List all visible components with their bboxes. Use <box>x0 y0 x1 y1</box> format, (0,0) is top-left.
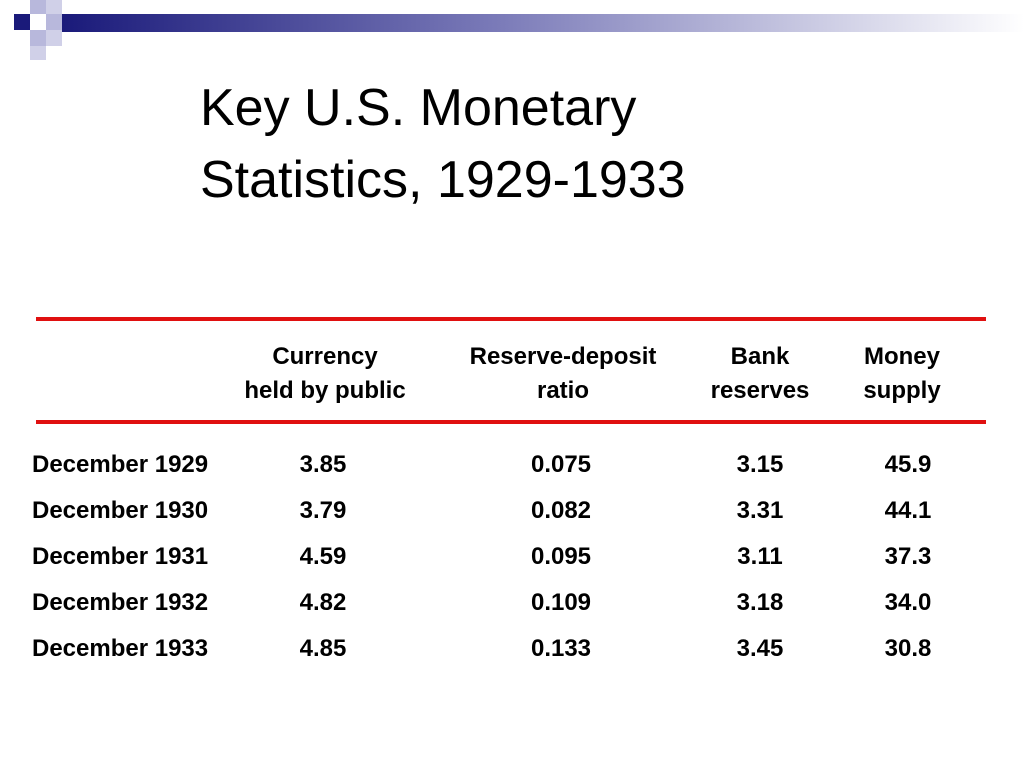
reserves-cell: 3.15 <box>736 451 784 478</box>
money-supply-cell: 44.1 <box>884 497 932 524</box>
header-decoration <box>14 0 1024 60</box>
row-label: December 1933 <box>32 635 209 662</box>
row-label: December 1932 <box>32 589 209 616</box>
column-header-money-supply: Money supply <box>863 343 941 404</box>
money-supply-cell: 34.0 <box>884 589 932 616</box>
currency-cell: 4.82 <box>299 589 347 616</box>
gradient-bar <box>62 14 1024 32</box>
deco-square-dark <box>14 14 30 30</box>
table-row: December 1930 3.79 0.082 3.31 44.1 <box>0 488 1024 534</box>
ratio-cell: 0.133 <box>530 635 592 662</box>
currency-cell: 4.85 <box>299 635 347 662</box>
currency-cell: 3.79 <box>299 497 347 524</box>
money-supply-cell: 37.3 <box>884 543 932 570</box>
row-label: December 1931 <box>32 543 209 570</box>
currency-cell: 3.85 <box>299 451 347 478</box>
ratio-cell: 0.095 <box>530 543 592 570</box>
table-row: December 1931 4.59 0.095 3.11 37.3 <box>0 534 1024 580</box>
title-line-1: Key U.S. Monetary <box>200 79 637 137</box>
reserves-cell: 3.31 <box>736 497 784 524</box>
page-title: Key U.S. Monetary Statistics, 1929-1933 <box>200 72 686 216</box>
column-header-bank-reserves: Bank reserves <box>710 343 810 404</box>
row-label: December 1929 <box>32 451 209 478</box>
table-row: December 1932 4.82 0.109 3.18 34.0 <box>0 580 1024 626</box>
reserves-cell: 3.45 <box>736 635 784 662</box>
table-row: December 1933 4.85 0.133 3.45 30.8 <box>0 626 1024 672</box>
deco-square-light <box>30 0 46 14</box>
ratio-cell: 0.109 <box>530 589 592 616</box>
column-header-reserve-deposit-ratio: Reserve-deposit ratio <box>469 343 657 404</box>
deco-square-light <box>46 14 62 30</box>
money-supply-cell: 30.8 <box>884 635 932 662</box>
table-header-rule <box>36 420 986 424</box>
deco-square-light <box>30 30 46 46</box>
row-label: December 1930 <box>32 497 209 524</box>
column-header-currency: Currency held by public <box>244 343 406 404</box>
deco-square-light <box>30 46 46 60</box>
currency-cell: 4.59 <box>299 543 347 570</box>
ratio-cell: 0.082 <box>530 497 592 524</box>
deco-square-light <box>46 0 62 14</box>
table-row: December 1929 3.85 0.075 3.15 45.9 <box>0 442 1024 488</box>
reserves-cell: 3.11 <box>737 543 783 570</box>
deco-square-light <box>46 30 62 46</box>
title-line-2: Statistics, 1929-1933 <box>200 151 686 209</box>
table-top-rule <box>36 317 986 321</box>
reserves-cell: 3.18 <box>736 589 784 616</box>
ratio-cell: 0.075 <box>530 451 592 478</box>
money-supply-cell: 45.9 <box>884 451 932 478</box>
